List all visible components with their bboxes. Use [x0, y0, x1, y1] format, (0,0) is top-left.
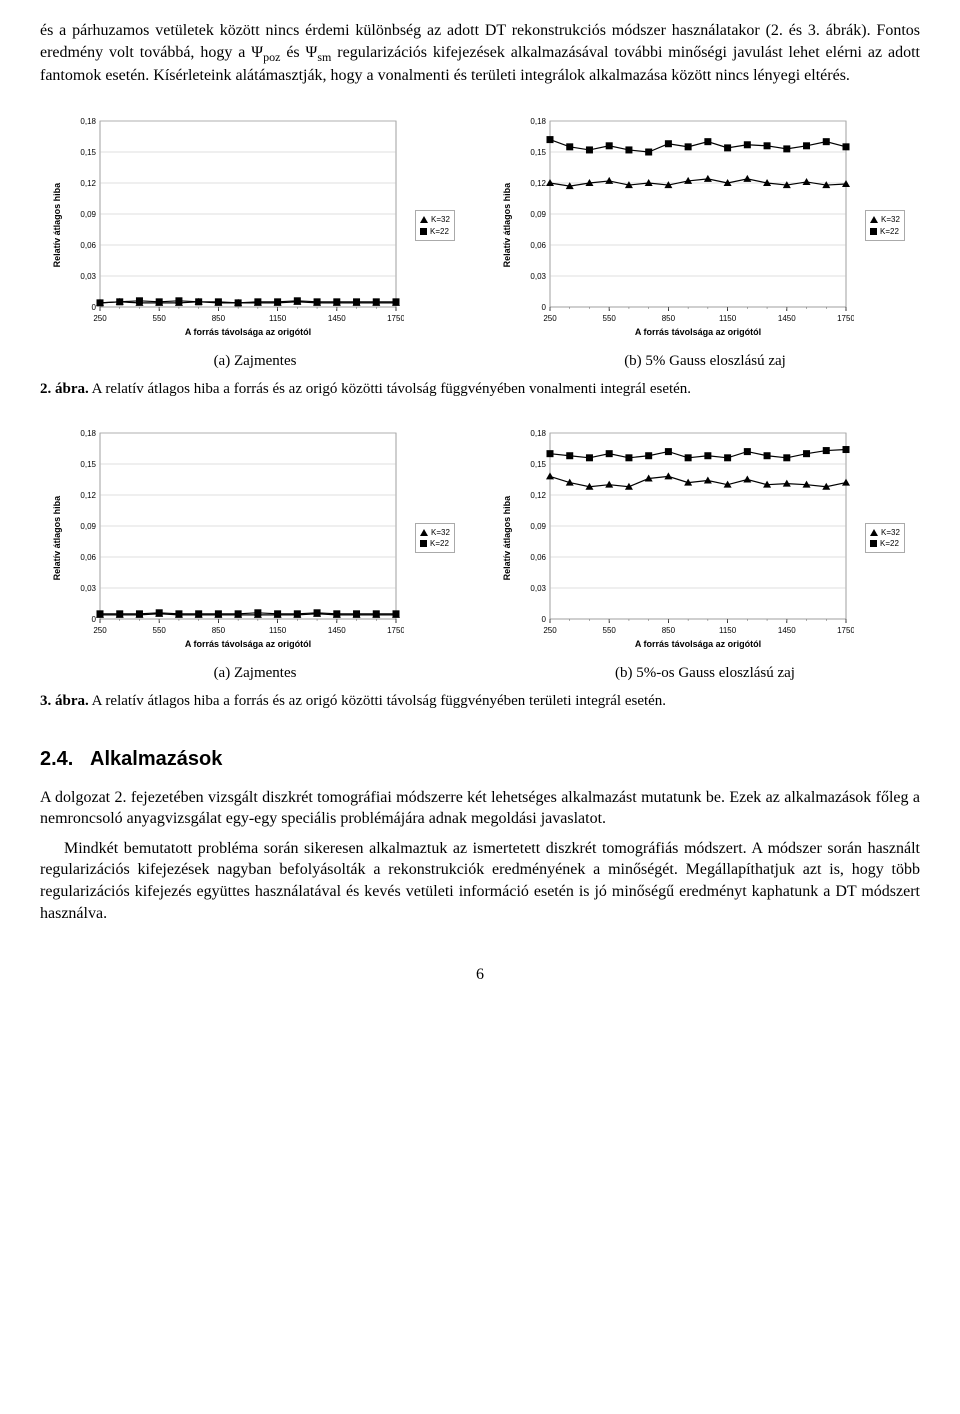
svg-text:0: 0 [542, 615, 547, 624]
fig2-caption: 2. ábra. A relatív átlagos hiba a forrás… [40, 379, 920, 399]
svg-text:A forrás távolsága az origótól: A forrás távolsága az origótól [185, 639, 311, 649]
svg-text:0,03: 0,03 [80, 272, 96, 281]
square-icon [870, 540, 877, 547]
body-p2: Mindkét bemutatott probléma során sikere… [40, 838, 920, 924]
legend: K=32 K=22 [865, 523, 905, 553]
svg-text:0,09: 0,09 [80, 210, 96, 219]
svg-text:0,03: 0,03 [80, 584, 96, 593]
svg-text:1150: 1150 [269, 314, 287, 323]
triangle-icon [420, 529, 428, 536]
svg-text:0,12: 0,12 [80, 179, 96, 188]
svg-text:0,06: 0,06 [530, 553, 546, 562]
fig3b-subcaption: (b) 5%-os Gauss eloszlású zaj [615, 663, 795, 683]
legend: K=32 K=22 [865, 210, 905, 240]
square-icon [420, 228, 427, 235]
svg-text:0,09: 0,09 [530, 210, 546, 219]
svg-text:0,03: 0,03 [530, 584, 546, 593]
fig2a-subcaption: (a) Zajmentes [214, 351, 297, 371]
svg-text:850: 850 [212, 314, 226, 323]
svg-text:0,15: 0,15 [530, 460, 546, 469]
body-p1: A dolgozat 2. fejezetében vizsgált diszk… [40, 787, 920, 830]
triangle-icon [870, 216, 878, 223]
svg-text:0,18: 0,18 [80, 429, 96, 438]
svg-text:1150: 1150 [269, 626, 287, 635]
legend: K=32 K=22 [415, 523, 455, 553]
square-icon [420, 540, 427, 547]
fig3a-chart: Relatív átlagos hiba 0 0,03 0,06 0,09 0,12 0,… [40, 423, 470, 683]
page-number: 6 [40, 964, 920, 986]
svg-text:A forrás távolsága az origótól: A forrás távolsága az origótól [635, 327, 761, 337]
fig2b-subcaption: (b) 5% Gauss eloszlású zaj [624, 351, 786, 371]
svg-text:0,03: 0,03 [530, 272, 546, 281]
svg-text:1150: 1150 [719, 314, 737, 323]
svg-text:0,15: 0,15 [530, 148, 546, 157]
svg-text:1750: 1750 [837, 626, 854, 635]
svg-text:0,06: 0,06 [530, 241, 546, 250]
svg-text:0,06: 0,06 [80, 241, 96, 250]
svg-text:0,12: 0,12 [80, 491, 96, 500]
svg-text:0: 0 [92, 303, 97, 312]
svg-text:A forrás távolsága az origótól: A forrás távolsága az origótól [185, 327, 311, 337]
figure-2-row: Relatív átlagos hiba 0 0,03 0,06 0,09 0,12 0,… [40, 111, 920, 371]
svg-text:1750: 1750 [387, 314, 404, 323]
fig3-caption: 3. ábra. A relatív átlagos hiba a forrás… [40, 691, 920, 711]
svg-text:1450: 1450 [778, 626, 796, 635]
intro-paragraph: és a párhuzamos vetületek között nincs é… [40, 20, 920, 87]
svg-text:1150: 1150 [719, 626, 737, 635]
svg-text:0,12: 0,12 [530, 491, 546, 500]
svg-text:0,18: 0,18 [530, 429, 546, 438]
svg-text:0,12: 0,12 [530, 179, 546, 188]
svg-text:A forrás távolsága az origótól: A forrás távolsága az origótól [635, 639, 761, 649]
fig3b-chart: Relatív átlagos hiba 0 0,03 0,06 0,09 0,12 0,… [490, 423, 920, 683]
svg-text:550: 550 [603, 626, 617, 635]
svg-text:1450: 1450 [778, 314, 796, 323]
ylabel: Relatív átlagos hiba [501, 183, 513, 268]
svg-text:550: 550 [153, 314, 167, 323]
svg-text:850: 850 [662, 626, 676, 635]
svg-text:250: 250 [543, 626, 557, 635]
figure-3-row: Relatív átlagos hiba 0 0,03 0,06 0,09 0,12 0,… [40, 423, 920, 683]
fig3a-subcaption: (a) Zajmentes [214, 663, 297, 683]
svg-text:850: 850 [662, 314, 676, 323]
ylabel: Relatív átlagos hiba [501, 496, 513, 581]
svg-text:1450: 1450 [328, 626, 346, 635]
legend: K=32 K=22 [415, 210, 455, 240]
svg-text:0,18: 0,18 [530, 117, 546, 126]
svg-text:0,09: 0,09 [80, 522, 96, 531]
svg-text:0,15: 0,15 [80, 460, 96, 469]
triangle-icon [870, 529, 878, 536]
svg-text:550: 550 [153, 626, 167, 635]
fig2b-chart: Relatív átlagos hiba 0 0,03 0,06 0,09 0,12 0,… [490, 111, 920, 371]
svg-text:0: 0 [92, 615, 97, 624]
square-icon [870, 228, 877, 235]
fig2a-chart: Relatív átlagos hiba 0 0,03 0,06 0,09 0,12 0,… [40, 111, 470, 371]
svg-text:1750: 1750 [837, 314, 854, 323]
svg-text:0,06: 0,06 [80, 553, 96, 562]
svg-text:1450: 1450 [328, 314, 346, 323]
svg-text:250: 250 [543, 314, 557, 323]
svg-text:250: 250 [93, 314, 107, 323]
svg-text:850: 850 [212, 626, 226, 635]
svg-text:1750: 1750 [387, 626, 404, 635]
svg-text:0,09: 0,09 [530, 522, 546, 531]
ylabel: Relatív átlagos hiba [51, 183, 63, 268]
ylabel: Relatív átlagos hiba [51, 496, 63, 581]
svg-text:550: 550 [603, 314, 617, 323]
svg-text:0,15: 0,15 [80, 148, 96, 157]
triangle-icon [420, 216, 428, 223]
svg-text:0,18: 0,18 [80, 117, 96, 126]
svg-text:0: 0 [542, 303, 547, 312]
section-heading: 2.4. Alkalmazások [40, 746, 920, 773]
svg-text:250: 250 [93, 626, 107, 635]
